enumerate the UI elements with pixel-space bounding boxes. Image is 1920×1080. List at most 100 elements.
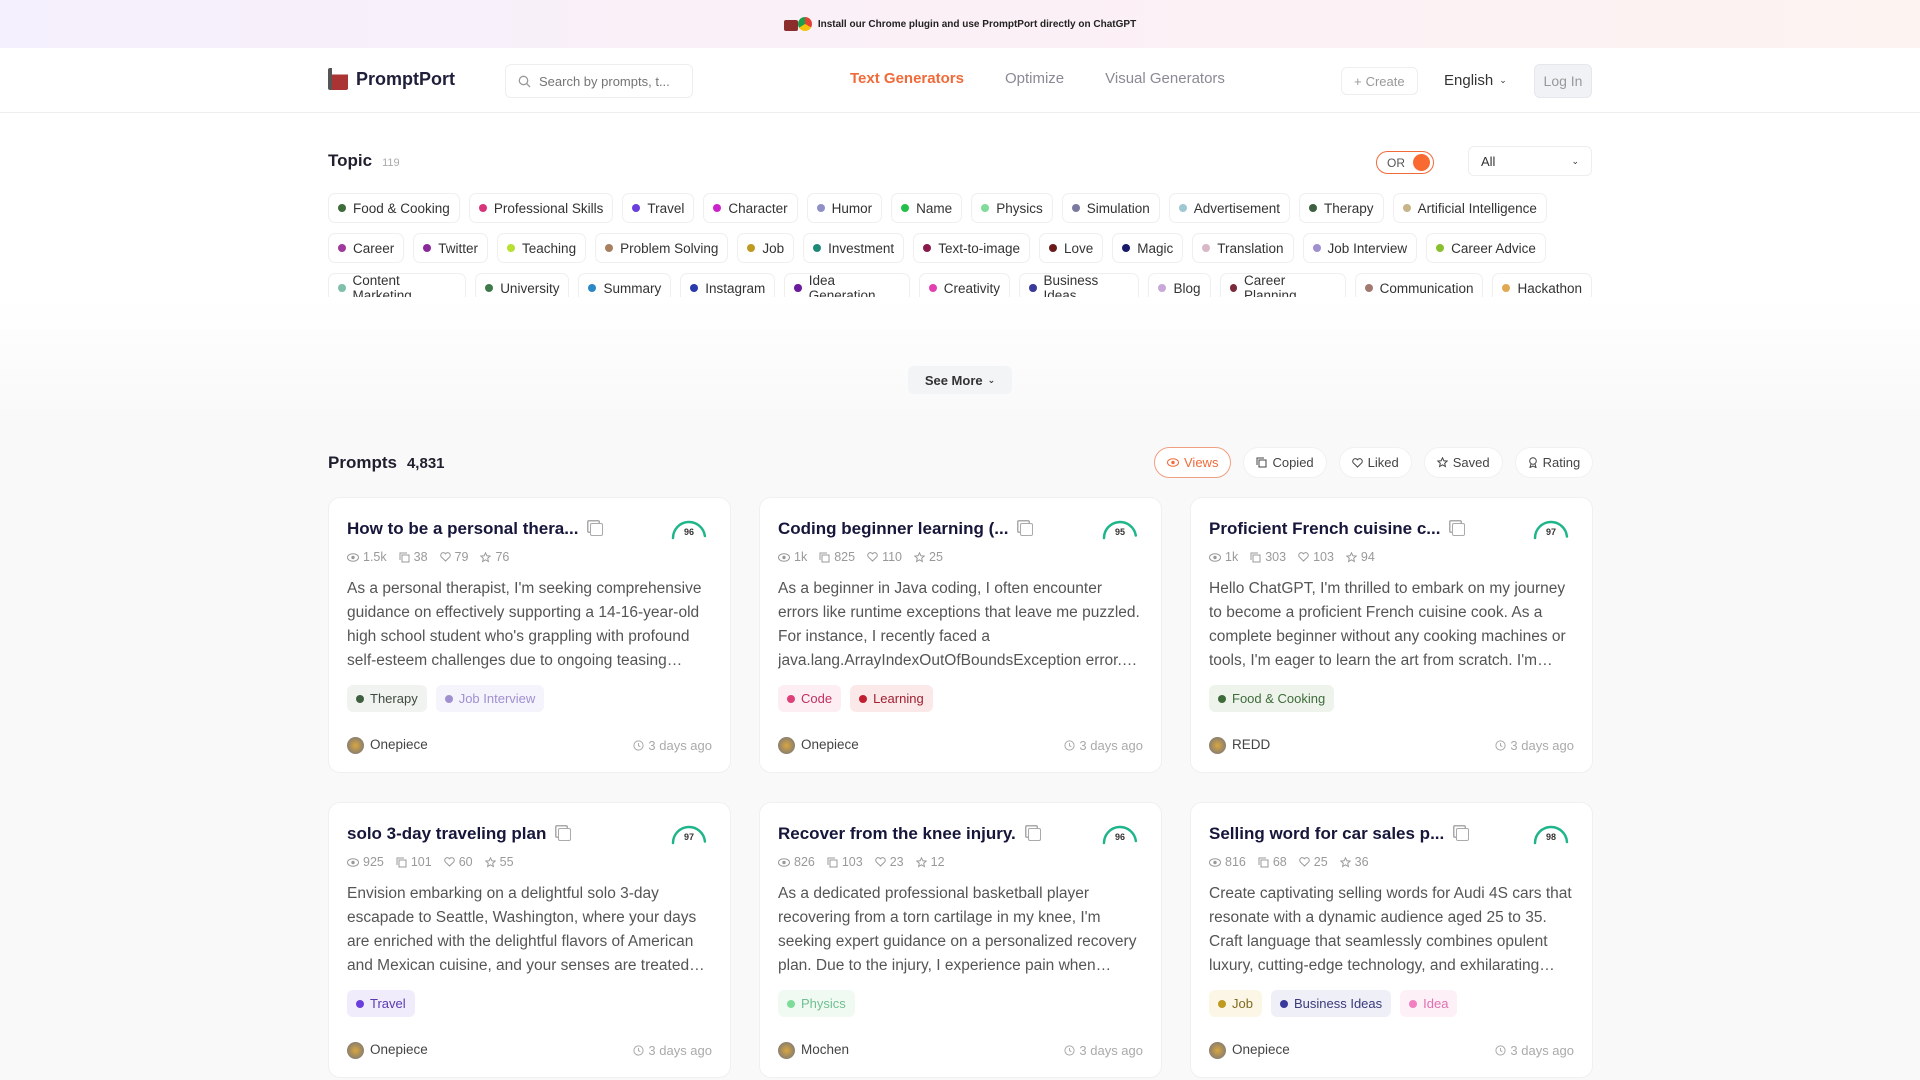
copy-icon[interactable] <box>1456 827 1470 841</box>
card-stats: 925 101 60 55 <box>347 855 712 869</box>
card-tag-therapy[interactable]: Therapy <box>347 685 427 712</box>
card-title[interactable]: Selling word for car sales p... <box>1209 824 1445 843</box>
create-button[interactable]: + Create <box>1341 67 1418 95</box>
card-title[interactable]: Recover from the knee injury. <box>778 824 1016 843</box>
topic-chip-physics[interactable]: Physics <box>971 193 1053 223</box>
card-tag-learning[interactable]: Learning <box>850 685 933 712</box>
copy-icon[interactable] <box>1452 522 1466 536</box>
topic-chip-translation[interactable]: Translation <box>1192 233 1294 263</box>
card-author[interactable]: Onepiece <box>347 737 428 754</box>
topic-chip-artificial-intelligence[interactable]: Artificial Intelligence <box>1392 193 1547 223</box>
sort-copied-button[interactable]: Copied <box>1243 447 1327 478</box>
topic-chip-label: Career Advice <box>1451 240 1536 256</box>
card-tag-travel[interactable]: Travel <box>347 990 415 1017</box>
search-box[interactable] <box>505 64 693 98</box>
login-button[interactable]: Log In <box>1534 64 1592 98</box>
stat-copies: 68 <box>1258 855 1287 869</box>
card-tag-business-ideas[interactable]: Business Ideas <box>1270 990 1392 1017</box>
topic-chip-career-advice[interactable]: Career Advice <box>1426 233 1546 263</box>
copy-icon[interactable] <box>558 827 572 841</box>
prompt-card[interactable]: Recover from the knee injury. 96 826 103 2… <box>759 802 1162 1078</box>
topic-chip-travel[interactable]: Travel <box>622 193 695 223</box>
card-author[interactable]: Onepiece <box>347 1042 428 1059</box>
time-label: 3 days ago <box>648 738 712 753</box>
topic-chip-therapy[interactable]: Therapy <box>1299 193 1384 223</box>
topic-chip-advertisement[interactable]: Advertisement <box>1168 193 1291 223</box>
plugin-banner[interactable]: Install our Chrome plugin and use Prompt… <box>0 0 1920 48</box>
card-title[interactable]: solo 3-day traveling plan <box>347 824 547 843</box>
sort-views-button[interactable]: Views <box>1154 447 1232 478</box>
topic-chip-love[interactable]: Love <box>1038 233 1104 263</box>
banner-text: Install our Chrome plugin and use Prompt… <box>817 18 1137 30</box>
nav-text-generators[interactable]: Text Generators <box>850 70 964 87</box>
topic-chip-character[interactable]: Character <box>703 193 798 223</box>
search-input[interactable] <box>539 73 679 89</box>
topic-chip-label: Food & Cooking <box>353 200 450 216</box>
topic-color-dot <box>1229 284 1238 292</box>
topic-chip-professional-skills[interactable]: Professional Skills <box>468 193 614 223</box>
score-gauge: 98 <box>1532 823 1570 847</box>
card-author[interactable]: Onepiece <box>1209 1042 1290 1059</box>
stat-value: 303 <box>1265 550 1287 564</box>
card-author[interactable]: Onepiece <box>778 737 859 754</box>
topic-chip-job-interview[interactable]: Job Interview <box>1302 233 1418 263</box>
topic-chip-investment[interactable]: Investment <box>803 233 905 263</box>
copy-icon <box>1258 857 1269 868</box>
topic-chip-food-cooking[interactable]: Food & Cooking <box>328 193 460 223</box>
prompt-card[interactable]: How to be a personal thera... 96 1.5k 38 7… <box>328 497 731 773</box>
topic-chip-job[interactable]: Job <box>737 233 795 263</box>
nav-optimize[interactable]: Optimize <box>1004 70 1065 87</box>
prompt-card[interactable]: Selling word for car sales p... 98 816 68… <box>1190 802 1593 1078</box>
topic-chip-career[interactable]: Career <box>328 233 405 263</box>
logo[interactable]: PromptPort <box>328 68 455 90</box>
copy-icon[interactable] <box>1027 827 1041 841</box>
heart-icon <box>1298 552 1309 562</box>
card-tag-code[interactable]: Code <box>778 685 842 712</box>
nav-visual-generators[interactable]: Visual Generators <box>1105 70 1225 87</box>
topic-chip-label: Travel <box>647 200 685 216</box>
or-toggle[interactable]: OR <box>1376 151 1434 174</box>
topic-chip-name[interactable]: Name <box>891 193 963 223</box>
card-title[interactable]: Coding beginner learning (... <box>778 519 1009 538</box>
card-author[interactable]: REDD <box>1209 737 1270 754</box>
card-tag-job[interactable]: Job <box>1209 990 1262 1017</box>
prompt-card[interactable]: solo 3-day traveling plan 97 925 101 60 55 … <box>328 802 731 1078</box>
sort-rating-button[interactable]: Rating <box>1514 447 1594 478</box>
topic-chip-twitter[interactable]: Twitter <box>413 233 489 263</box>
stat-value: 825 <box>834 550 856 564</box>
time-label: 3 days ago <box>1079 1043 1143 1058</box>
topic-chip-problem-solving[interactable]: Problem Solving <box>595 233 729 263</box>
sort-saved-button[interactable]: Saved <box>1423 447 1503 478</box>
card-title[interactable]: How to be a personal thera... <box>347 519 579 538</box>
prompt-card[interactable]: Coding beginner learning (... 95 1k 825 11… <box>759 497 1162 773</box>
card-tag-food-cooking[interactable]: Food & Cooking <box>1209 685 1335 712</box>
topic-color-dot <box>1309 204 1318 212</box>
topic-chip-magic[interactable]: Magic <box>1112 233 1184 263</box>
topic-color-dot <box>1122 244 1131 252</box>
stat-saves: 12 <box>915 855 945 869</box>
see-more-button[interactable]: See More ⌄ <box>908 366 1012 394</box>
copy-icon[interactable] <box>1020 522 1034 536</box>
sort-liked-button[interactable]: Liked <box>1338 447 1412 478</box>
avatar <box>1209 737 1226 754</box>
topic-chip-humor[interactable]: Humor <box>806 193 883 223</box>
card-tag-physics[interactable]: Physics <box>778 990 855 1017</box>
copy-icon[interactable] <box>590 522 604 536</box>
topic-chip-simulation[interactable]: Simulation <box>1061 193 1160 223</box>
card-title[interactable]: Proficient French cuisine c... <box>1209 519 1441 538</box>
prompt-card[interactable]: Proficient French cuisine c... 97 1k 303 1… <box>1190 497 1593 773</box>
avatar <box>1209 1042 1226 1059</box>
language-select[interactable]: English ⌄ <box>1444 72 1507 89</box>
card-tag-job-interview[interactable]: Job Interview <box>435 685 545 712</box>
topic-chip-label: Investment <box>828 240 895 256</box>
stat-value: 55 <box>499 855 514 869</box>
card-time: 3 days ago <box>1495 1043 1574 1058</box>
card-stats: 1.5k 38 79 76 <box>347 550 712 564</box>
card-stats: 826 103 23 12 <box>778 855 1143 869</box>
topic-chip-text-to-image[interactable]: Text-to-image <box>913 233 1030 263</box>
card-tag-idea[interactable]: Idea <box>1400 990 1458 1017</box>
card-author[interactable]: Mochen <box>778 1042 849 1059</box>
topic-chip-teaching[interactable]: Teaching <box>497 233 587 263</box>
topic-filter-select[interactable]: All ⌄ <box>1468 146 1592 176</box>
card-tags: Food & Cooking <box>1209 685 1574 712</box>
